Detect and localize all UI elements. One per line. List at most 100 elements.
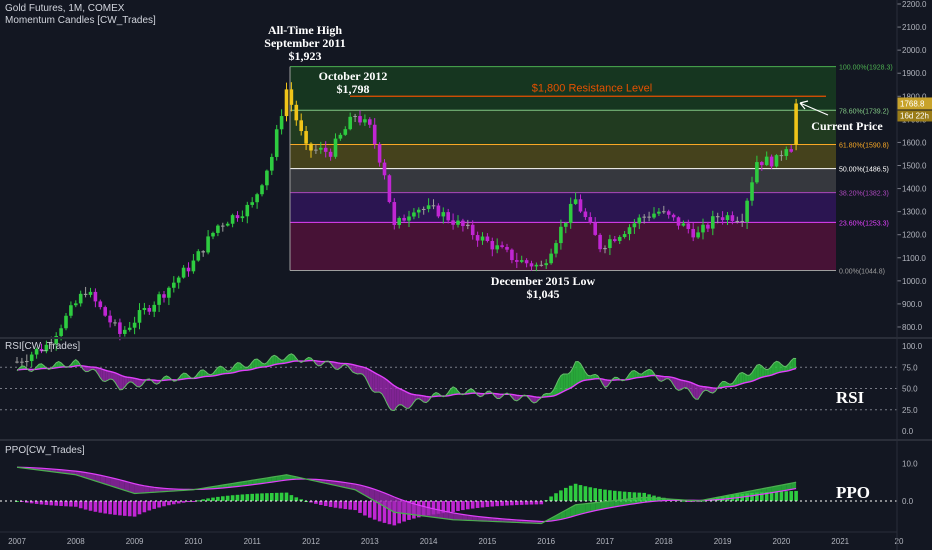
ppo-histogram-bar (593, 488, 597, 501)
rsi-fill (215, 367, 218, 376)
candle-body (608, 239, 612, 249)
ppo-histogram-bar (446, 501, 450, 513)
candle-body (78, 293, 83, 304)
ppo-fill (590, 502, 596, 512)
ppo-fill (374, 489, 380, 504)
time-tick-label: 2019 (714, 537, 732, 546)
ppo-histogram-bar (363, 501, 367, 516)
ppo-histogram-bar (549, 496, 553, 501)
ppo-histogram-bar (755, 492, 759, 501)
ppo-histogram-bar (245, 494, 250, 501)
price-tick-label: 1400.0 (902, 185, 927, 194)
ppo-fill (472, 515, 478, 521)
ppo-histogram-bar (123, 501, 127, 516)
ppo-histogram-bar (44, 501, 49, 505)
candle-body (314, 149, 318, 151)
ppo-fill (247, 480, 253, 486)
ppo-histogram-bar (613, 490, 617, 501)
ppo-title[interactable]: PPO[CW_Trades] (5, 445, 85, 456)
ppo-histogram-bar (211, 497, 215, 501)
time-tick-label: 2016 (537, 537, 555, 546)
candle-body (426, 205, 431, 209)
indicator-title[interactable]: Momentum Candles [CW_Trades] (5, 15, 156, 26)
price-tick-label: 900.0 (902, 300, 923, 309)
ppo-fill (742, 491, 748, 498)
candle-body (730, 215, 735, 221)
ppo-histogram-bar (338, 501, 343, 509)
candle-body (93, 291, 98, 302)
rsi-fill (433, 392, 436, 397)
fibonacci-retracement[interactable]: 100.00%(1928.3) 78.60%(1739.2) 61.80%(1590… (289, 65, 893, 276)
rsi-fill (578, 361, 581, 384)
ppo-histogram-bar (147, 501, 152, 511)
ppo-fill (433, 508, 439, 518)
resistance-label: $1,800 Resistance Level (532, 82, 652, 94)
rsi-fill (257, 359, 260, 368)
ppo-fill (364, 486, 370, 499)
chart-title[interactable]: Gold Futures, 1M, COMEX (5, 3, 125, 14)
fib-zone (290, 192, 836, 223)
time-tick-label: 2011 (244, 537, 262, 546)
ppo-fill (345, 482, 351, 489)
candle-body (774, 155, 779, 167)
ppo-histogram-bar (279, 492, 284, 501)
candle-body (559, 226, 563, 244)
rsi-fill (455, 388, 458, 395)
ppo-histogram-bar (686, 501, 691, 502)
ppo-histogram-bar (681, 500, 686, 502)
candle-body (779, 155, 784, 157)
rsi-title[interactable]: RSI[CW_Trades] (5, 341, 81, 352)
candle-body (113, 322, 117, 324)
candle-body (181, 267, 186, 278)
ath-annotation: September 2011 (264, 36, 345, 50)
rsi-fill (558, 375, 561, 395)
rsi-fill (333, 361, 336, 370)
rsi-fill (232, 364, 236, 373)
rsi-fill (453, 386, 456, 395)
rsi-fill (200, 369, 204, 378)
ppo-fill (781, 484, 787, 492)
ppo-fill (575, 504, 581, 516)
rsi-fill (396, 387, 400, 407)
rsi-fill (360, 366, 363, 375)
candle-body (230, 215, 235, 224)
rsi-fill (266, 359, 270, 367)
candle-body (387, 175, 392, 203)
candle-body (216, 225, 220, 233)
rsi-fill (186, 373, 189, 379)
candle-body (363, 119, 367, 123)
rsi-fill (391, 383, 395, 411)
ppo-fill (634, 497, 640, 504)
rsi-fill (41, 363, 44, 369)
candle-body (480, 236, 485, 241)
ppo-fill (350, 483, 356, 490)
ppo-histogram-bar (505, 501, 509, 506)
ppo-fill (585, 503, 591, 513)
ppo-histogram-bar (534, 501, 539, 505)
ppo-histogram-bar (387, 501, 392, 525)
ppo-fill (95, 474, 101, 483)
ppo-histogram-bar (230, 495, 235, 501)
ppo-histogram-bar (142, 501, 147, 513)
candle-body (431, 205, 436, 207)
ppo-fill (384, 492, 390, 510)
ppo-histogram-bar (29, 501, 34, 504)
rsi-fill (575, 361, 579, 385)
time-tick-label: 2012 (302, 537, 320, 546)
ppo-fill (487, 517, 493, 522)
candle-body (137, 310, 142, 323)
ppo-histogram-bar (270, 492, 274, 501)
candle-body (617, 237, 622, 241)
ppo-histogram-bar (216, 496, 220, 501)
rsi-fill (587, 375, 591, 380)
ppo-histogram-bar (235, 494, 240, 501)
rsi-fill (369, 369, 373, 391)
ppo-histogram-bar (49, 501, 54, 506)
fib-level-label: 100.00%(1928.3) (839, 65, 893, 72)
rsi-fill (102, 369, 106, 382)
ppo-histogram-bar (289, 495, 294, 501)
ppo-histogram-bar (794, 490, 798, 501)
ppo-fill (453, 512, 458, 520)
time-tick-label: 2008 (67, 537, 85, 546)
